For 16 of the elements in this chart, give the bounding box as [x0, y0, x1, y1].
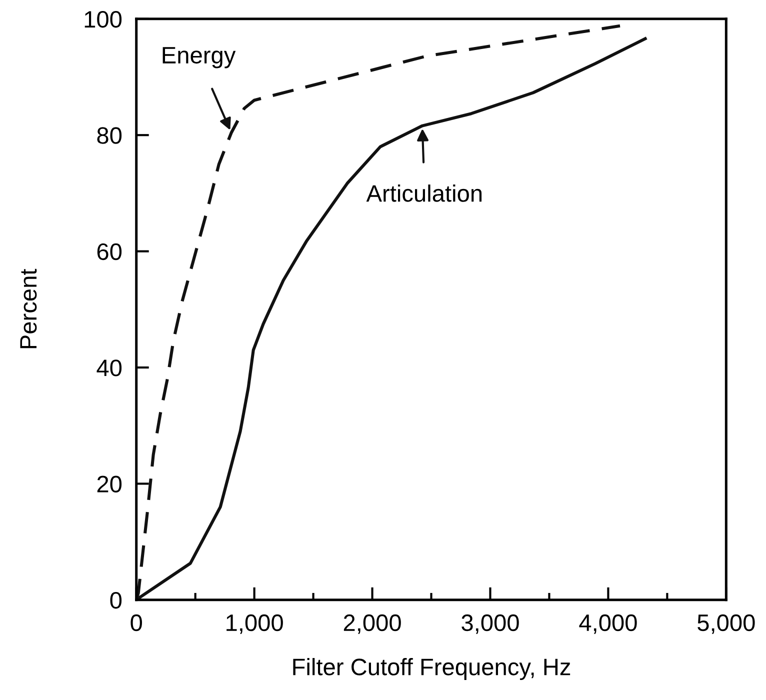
y-tick-label: 60	[97, 243, 122, 260]
y-tick-label: 0	[110, 592, 122, 609]
y-tick-label: 40	[96, 360, 122, 376]
x-tick-label: 5,000	[698, 614, 755, 634]
y-tick-label: 20	[97, 476, 122, 492]
x-tick-label: 3,000	[462, 614, 519, 634]
y-tick-label: 100	[84, 10, 122, 28]
annotation: Energy	[162, 47, 236, 68]
y-axis-title: Percent	[20, 268, 37, 348]
x-tick-label: 0	[130, 614, 142, 632]
annotation: Articulation	[366, 184, 482, 202]
x-tick-label: 1,000	[226, 614, 283, 634]
x-tick-label: 4,000	[579, 614, 637, 634]
x-axis-title: Filter Cutoff Frequency, Hz	[293, 658, 570, 680]
y-tick-label: 80	[97, 127, 122, 144]
x-tick-label: 2,000	[344, 614, 401, 634]
